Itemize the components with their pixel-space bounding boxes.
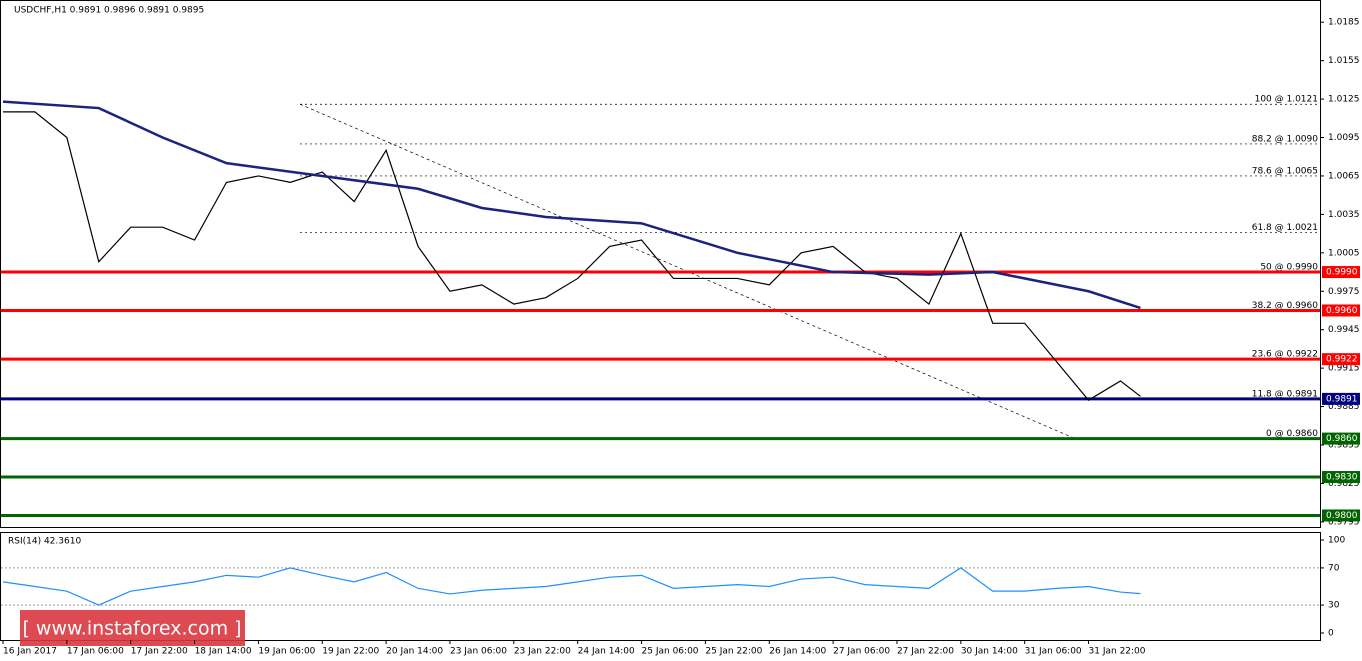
x-tick-label: 31 Jan 22:00	[1089, 647, 1146, 657]
x-tick-label: 27 Jan 22:00	[897, 647, 954, 657]
y-tick-label: 1.0155	[1328, 56, 1360, 66]
level-box	[1322, 353, 1360, 366]
fib-label: 100 @ 1.0121	[1255, 95, 1318, 105]
x-tick-label: 25 Jan 22:00	[705, 647, 762, 657]
x-tick-label: 17 Jan 22:00	[131, 647, 188, 657]
x-tick-label: 18 Jan 14:00	[195, 647, 252, 657]
x-tick-label: 23 Jan 06:00	[450, 647, 507, 657]
y-tick-label: 0.9945	[1328, 325, 1360, 335]
x-tick-label: 24 Jan 14:00	[578, 647, 635, 657]
series-line	[2, 100, 1141, 310]
y-tick-label: 1.0005	[1328, 248, 1360, 258]
y-tick-label: 0.9825	[1328, 479, 1360, 489]
x-tick-label: 27 Jan 06:00	[833, 647, 890, 657]
y-tick-label: 1.0185	[1328, 18, 1360, 28]
y-tick-label: 70	[1328, 563, 1340, 573]
x-tick-label: 25 Jan 06:00	[642, 647, 699, 657]
x-tick-label: 31 Jan 06:00	[1025, 647, 1082, 657]
y-tick-label: 1.0125	[1328, 95, 1360, 105]
fib-label: 61.8 @ 1.0021	[1252, 223, 1318, 233]
rsi-panel	[0, 532, 1321, 641]
fib-label: 38.2 @ 0.9960	[1252, 301, 1319, 311]
level-box	[1322, 266, 1360, 279]
fib-label: 78.6 @ 1.0065	[1252, 166, 1318, 176]
y-tick-label: 0.9975	[1328, 287, 1360, 297]
y-tick-label: 30	[1328, 601, 1340, 611]
level-label: 0.9922	[1326, 355, 1358, 365]
x-tick-label: 23 Jan 22:00	[514, 647, 571, 657]
y-tick-label: 1.0035	[1328, 210, 1360, 220]
y-tick-label: 100	[1328, 536, 1345, 546]
chart-title: USDCHF,H1 0.9891 0.9896 0.9891 0.9895	[14, 6, 204, 16]
level-label: 0.9960	[1326, 306, 1358, 316]
level-label: 0.9891	[1326, 394, 1358, 404]
fib-label: 50 @ 0.9990	[1260, 263, 1318, 273]
rsi-title: RSI(14) 42.3610	[8, 537, 81, 547]
series-line	[2, 567, 1141, 606]
y-tick-label: 0.9915	[1328, 364, 1360, 374]
fib-label: 88.2 @ 1.0090	[1252, 134, 1319, 144]
fib-label: 23.6 @ 0.9922	[1252, 350, 1318, 360]
series-line	[3, 111, 1141, 401]
y-tick-label: 1.0095	[1328, 133, 1360, 143]
y-tick-label: 0.9855	[1328, 441, 1360, 451]
level-box	[1322, 432, 1360, 445]
y-tick-label: 0.9795	[1328, 517, 1360, 527]
fib-label: 0 @ 0.9860	[1266, 429, 1318, 439]
level-box	[1322, 392, 1360, 405]
watermark-box	[20, 610, 245, 646]
fib-label: 11.8 @ 0.9891	[1252, 389, 1318, 399]
level-label: 0.9990	[1326, 268, 1358, 278]
x-tick-label: 19 Jan 22:00	[322, 647, 379, 657]
y-tick-label: 0	[1328, 629, 1334, 639]
level-box	[1322, 471, 1360, 484]
x-tick-label: 26 Jan 14:00	[769, 647, 826, 657]
y-tick-label: 0.9885	[1328, 402, 1360, 412]
level-label: 0.9800	[1326, 511, 1358, 521]
x-tick-label: 20 Jan 14:00	[386, 647, 443, 657]
x-tick-label: 16 Jan 2017	[3, 647, 57, 657]
level-label: 0.9830	[1326, 473, 1358, 483]
level-label: 0.9860	[1326, 434, 1358, 444]
level-box	[1322, 304, 1360, 317]
level-box	[1322, 509, 1360, 522]
x-tick-label: 19 Jan 06:00	[258, 647, 315, 657]
watermark: [ www.instaforex.com ]	[22, 618, 241, 640]
price-panel	[0, 0, 1321, 528]
x-tick-label: 30 Jan 14:00	[961, 647, 1018, 657]
x-tick-label: 17 Jan 06:00	[67, 647, 124, 657]
y-tick-label: 1.0065	[1328, 171, 1360, 181]
